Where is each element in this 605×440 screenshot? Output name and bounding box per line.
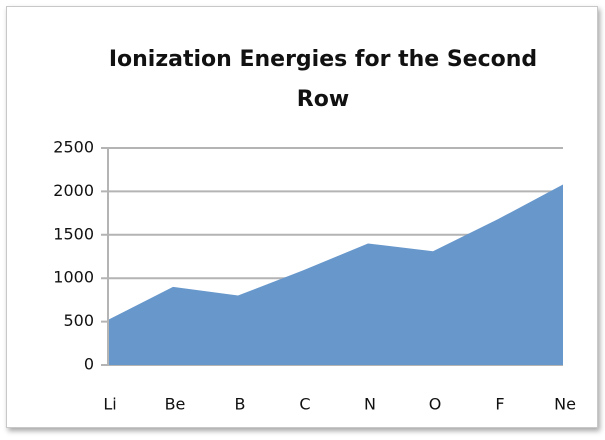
area	[108, 184, 563, 365]
y-tick-label: 0	[84, 355, 94, 374]
y-tick-label: 1000	[53, 268, 94, 287]
y-tick-label: 500	[63, 311, 94, 330]
x-tick-label: F	[495, 395, 504, 414]
x-tick-label: N	[364, 395, 376, 414]
x-tick-label: Li	[103, 395, 116, 414]
x-tick-label: C	[299, 395, 310, 414]
y-tick-label: 2500	[53, 138, 94, 157]
x-tick-label: Be	[165, 395, 186, 414]
y-tick-label: 2000	[53, 181, 94, 200]
y-tick-label: 1500	[53, 224, 94, 243]
chart-title: Ionization Energies for the Second Row	[108, 47, 538, 112]
x-tick-label: B	[235, 395, 246, 414]
x-tick-label: O	[429, 395, 442, 414]
x-tick-label: Ne	[554, 395, 576, 414]
